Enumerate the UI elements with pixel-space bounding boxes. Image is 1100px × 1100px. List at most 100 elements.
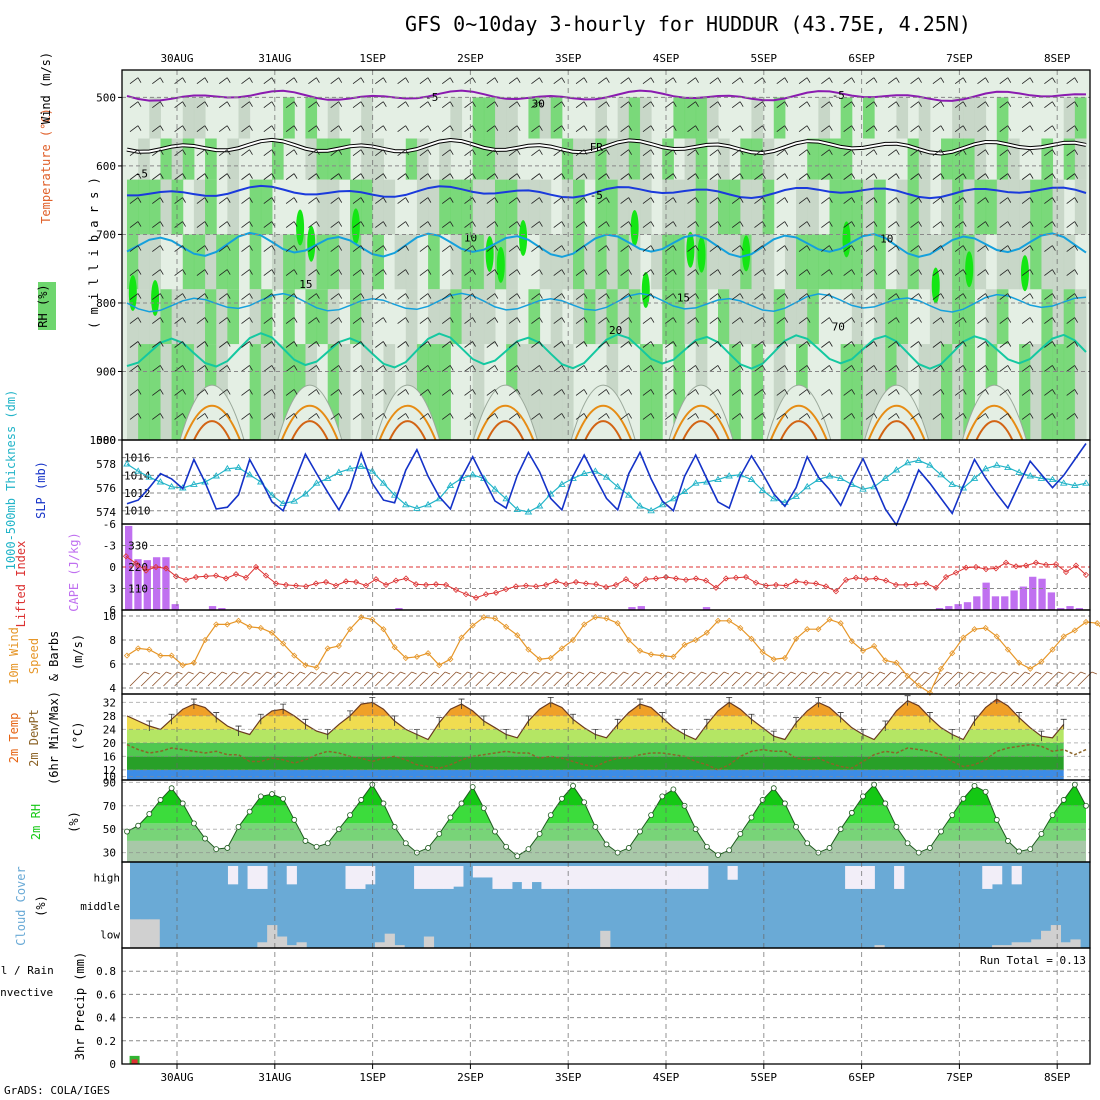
lifted-point: [562, 581, 570, 588]
upper-wind-barb: [977, 269, 989, 276]
rh-cell: [896, 179, 909, 235]
rh-cell: [896, 234, 909, 290]
upper-wind-barb: [375, 341, 387, 348]
cape-bar: [1038, 578, 1046, 610]
rh-cell: [405, 289, 418, 345]
rh-legend-swatch: [38, 282, 56, 330]
upper-wind-barb: [152, 269, 164, 276]
surface-wind-barb: [787, 671, 808, 687]
rh-cell: [840, 234, 853, 290]
cloud-high-gap: [433, 866, 444, 889]
rh-cell: [907, 179, 920, 235]
rh-cell: [941, 234, 953, 290]
surface-wind-barb: [497, 671, 518, 687]
upper-wind-barb: [1066, 101, 1079, 109]
rh-cell: [851, 344, 864, 440]
upper-wind-barb: [1066, 365, 1079, 372]
rh-cell: [372, 234, 384, 290]
upper-wind-barb: [129, 221, 142, 228]
upper-wind-barb: [798, 317, 811, 324]
upper-wind-barb: [910, 221, 922, 228]
rh-cell: [651, 344, 663, 440]
upper-wind-barb: [798, 245, 811, 252]
surface-wind-barb: [352, 671, 373, 687]
upper-wind-barb: [776, 221, 789, 228]
upper-wind-barb: [129, 125, 142, 132]
upper-wind-barb: [352, 413, 365, 420]
cloud-high-gap: [286, 866, 297, 885]
contour-freezing-inner: [126, 138, 1087, 155]
cloud-high-gap: [453, 866, 464, 887]
rh-point: [224, 845, 231, 851]
upper-wind-barb: [486, 269, 499, 276]
upper-wind-barb: [865, 101, 878, 109]
contour-25: [769, 405, 828, 441]
lifted-point: [262, 572, 270, 579]
upper-wind-barb: [865, 365, 878, 372]
contour-label: 70: [832, 320, 845, 333]
upper-wind-barb: [709, 101, 722, 109]
upper-wind-barb: [174, 413, 186, 420]
rh-cell: [327, 138, 340, 180]
cloud-high-gap: [610, 866, 621, 889]
surface-wind-barb: [575, 671, 596, 687]
upper-wind-barb: [687, 149, 699, 156]
temp-minmax-bar: [1038, 730, 1045, 742]
upper-wind-barb: [642, 101, 655, 109]
temp-minmax-bar: [190, 698, 197, 710]
upper-wind-barb: [152, 77, 164, 85]
surface-wind-barb: [1066, 671, 1086, 687]
upper-wind-barb: [241, 197, 253, 204]
upper-wind-barb: [620, 389, 632, 396]
upper-wind-barb: [397, 341, 409, 348]
upper-wind-barb: [821, 173, 833, 180]
upper-wind-barb: [620, 125, 632, 132]
temp-band-group: [127, 699, 1064, 780]
upper-wind-barb: [910, 77, 922, 85]
rh-cell: [494, 138, 507, 180]
upper-wind-barb: [174, 389, 186, 396]
contour-30: [877, 420, 916, 441]
upper-wind-barb: [196, 245, 209, 252]
upper-wind-barb: [932, 125, 945, 132]
surface-wind-barb: [776, 671, 796, 687]
upper-wind-barb: [486, 389, 499, 396]
upper-wind-barb: [575, 245, 588, 252]
upper-wind-barb: [977, 173, 989, 180]
rh-cell: [729, 344, 741, 440]
chart-title: GFS 0~10day 3-hourly for HUDDUR (43.75E,…: [405, 12, 971, 36]
upper-wind-barb: [129, 101, 142, 109]
cape-bar: [982, 582, 990, 610]
upper-wind-barb: [665, 101, 677, 109]
contour-25: [378, 405, 437, 441]
upper-wind-barb: [486, 365, 499, 372]
upper-wind-barb: [352, 365, 365, 372]
thickness-point: [836, 474, 845, 481]
upper-wind-barb: [999, 173, 1012, 180]
cloud-axis-label: Cloud Cover: [14, 866, 28, 945]
cloud-high-gap: [345, 866, 356, 889]
precip-total-axis-label: Total / Rain: [0, 964, 54, 977]
upper-wind-barb: [397, 245, 409, 252]
cape-bar: [991, 596, 1000, 610]
wind-speed-point: [413, 653, 420, 660]
upper-wind-barb: [932, 269, 945, 276]
thickness-point: [758, 486, 767, 493]
cloud-high-gap: [698, 866, 709, 889]
boundary-layer-plume: [179, 384, 245, 441]
temp-tick-label: 10: [103, 771, 116, 784]
rh-cell: [1074, 179, 1087, 235]
bottom-date-label-7SEP: 7SEP: [946, 1071, 973, 1084]
upper-wind-barb: [486, 101, 499, 109]
rh-point: [804, 840, 811, 847]
upper-wind-barb: [152, 245, 164, 252]
thickness-tick-label: 580: [96, 434, 116, 447]
rh-cell: [1063, 234, 1076, 290]
upper-wind-barb: [776, 317, 789, 324]
surface-wind-barb: [185, 671, 205, 687]
lifted-point: [222, 575, 230, 582]
upper-wind-barb: [843, 293, 856, 300]
rh-cell: [595, 179, 607, 235]
panel-frame-wind: [121, 609, 1091, 695]
upper-wind-barb: [218, 365, 231, 372]
